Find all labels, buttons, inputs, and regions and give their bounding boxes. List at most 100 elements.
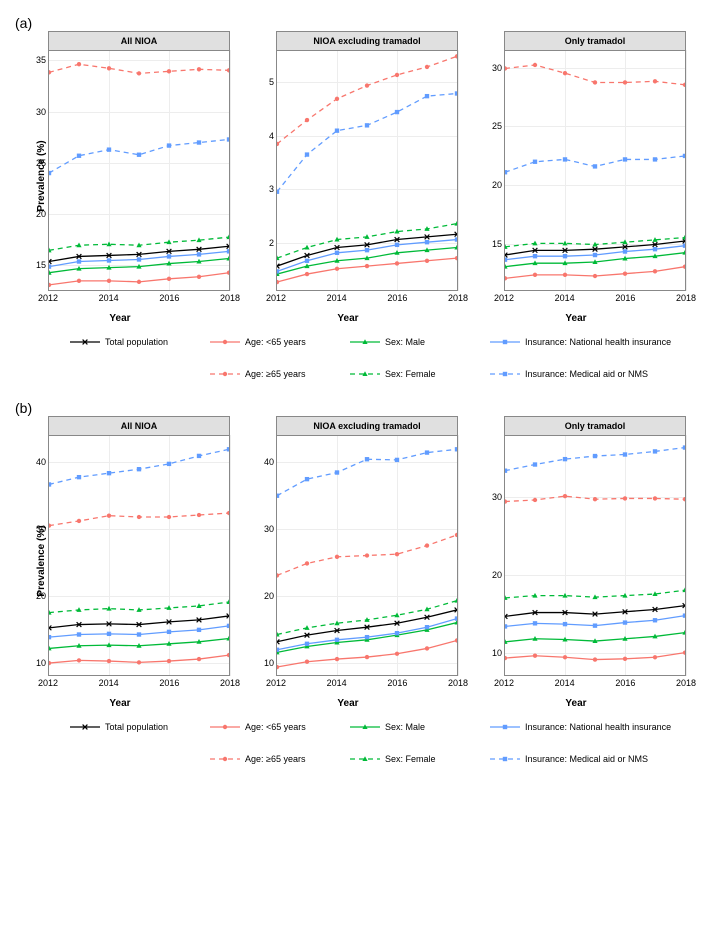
y-tick-label: 20 bbox=[264, 591, 274, 601]
x-tick-label: 2018 bbox=[448, 678, 468, 688]
legend-label: Total population bbox=[105, 722, 168, 732]
series-line-ins_medaid bbox=[277, 93, 457, 191]
panel-title: NIOA excluding tramadol bbox=[276, 416, 458, 436]
panel-title: All NIOA bbox=[48, 31, 230, 51]
legend-label: Insurance: Medical aid or NMS bbox=[525, 754, 648, 764]
x-axis-label: Year bbox=[565, 698, 586, 709]
y-tick-label: 15 bbox=[36, 260, 46, 270]
legend-item-ins_nhi: Insurance: National health insurance bbox=[490, 336, 671, 348]
legend-item-sex_female: Sex: Female bbox=[350, 753, 470, 765]
x-tick-label: 2012 bbox=[38, 678, 58, 688]
x-tick-label: 2012 bbox=[266, 293, 286, 303]
x-tick-label: 2018 bbox=[220, 678, 240, 688]
legend-item-total: Total population bbox=[70, 336, 190, 348]
series-line-age_ge65 bbox=[277, 56, 457, 144]
x-tick-label: 2014 bbox=[555, 678, 575, 688]
legend: Total population Age: <65 years Sex: Male I… bbox=[10, 326, 704, 395]
legend-label: Insurance: Medical aid or NMS bbox=[525, 369, 648, 379]
y-tick-label: 2 bbox=[269, 238, 274, 248]
chart-panel: NIOA excluding tramadol 1020304020122014… bbox=[238, 416, 458, 706]
legend-label: Total population bbox=[105, 337, 168, 347]
legend-item-ins_nhi: Insurance: National health insurance bbox=[490, 721, 671, 733]
x-tick-label: 2018 bbox=[220, 293, 240, 303]
series-line-ins_medaid bbox=[277, 449, 457, 495]
x-axis-label: Year bbox=[109, 698, 130, 709]
panel-title: Only tramadol bbox=[504, 31, 686, 51]
legend-label: Insurance: National health insurance bbox=[525, 337, 671, 347]
plot-area bbox=[504, 50, 686, 291]
subfigure-label: (a) bbox=[15, 15, 704, 31]
y-tick-label: 15 bbox=[492, 239, 502, 249]
chart-panel: NIOA excluding tramadol 2345201220142016… bbox=[238, 31, 458, 321]
legend: Total population Age: <65 years Sex: Male I… bbox=[10, 711, 704, 780]
legend-item-age_lt65: Age: <65 years bbox=[210, 336, 330, 348]
y-tick-label: 4 bbox=[269, 131, 274, 141]
chart-panel: Only tramadol 1020302012201420162018 Yea… bbox=[466, 416, 686, 706]
x-tick-label: 2018 bbox=[448, 293, 468, 303]
subfigure-label: (b) bbox=[15, 400, 704, 416]
legend-label: Sex: Male bbox=[385, 337, 425, 347]
y-tick-label: 20 bbox=[492, 180, 502, 190]
legend-item-ins_medaid: Insurance: Medical aid or NMS bbox=[490, 753, 648, 765]
panels-row: All NIOA 102030402012201420162018 Preval… bbox=[10, 416, 704, 706]
chart-panel: All NIOA 102030402012201420162018 Preval… bbox=[10, 416, 230, 706]
legend-item-sex_male: Sex: Male bbox=[350, 336, 470, 348]
y-tick-label: 30 bbox=[492, 492, 502, 502]
legend-label: Age: ≥65 years bbox=[245, 369, 305, 379]
y-tick-label: 5 bbox=[269, 77, 274, 87]
x-axis-label: Year bbox=[109, 313, 130, 324]
y-tick-label: 40 bbox=[264, 457, 274, 467]
y-axis-label: Prevalence (%) bbox=[36, 525, 47, 596]
plot-area bbox=[504, 435, 686, 676]
x-tick-label: 2016 bbox=[159, 678, 179, 688]
series-line-ins_nhi bbox=[505, 246, 685, 260]
x-tick-label: 2018 bbox=[676, 293, 696, 303]
y-tick-label: 30 bbox=[36, 107, 46, 117]
legend-item-sex_male: Sex: Male bbox=[350, 721, 470, 733]
x-tick-label: 2018 bbox=[676, 678, 696, 688]
series-line-total bbox=[49, 616, 229, 628]
y-tick-label: 40 bbox=[36, 457, 46, 467]
y-tick-label: 20 bbox=[492, 570, 502, 580]
y-tick-label: 10 bbox=[492, 648, 502, 658]
series-line-ins_medaid bbox=[505, 156, 685, 172]
x-tick-label: 2016 bbox=[615, 293, 635, 303]
plot-area bbox=[48, 435, 230, 676]
legend-label: Age: ≥65 years bbox=[245, 754, 305, 764]
legend-item-sex_female: Sex: Female bbox=[350, 368, 470, 380]
series-line-ins_nhi bbox=[277, 619, 457, 650]
legend-item-age_lt65: Age: <65 years bbox=[210, 721, 330, 733]
series-line-sex_female bbox=[277, 224, 457, 259]
figure-container: (a) All NIOA 15202530352012201420162018 … bbox=[10, 15, 704, 780]
x-tick-label: 2016 bbox=[159, 293, 179, 303]
legend-label: Insurance: National health insurance bbox=[525, 722, 671, 732]
x-tick-label: 2014 bbox=[99, 678, 119, 688]
x-tick-label: 2016 bbox=[387, 678, 407, 688]
series-line-ins_medaid bbox=[49, 449, 229, 484]
legend-label: Sex: Female bbox=[385, 754, 436, 764]
plot-area bbox=[48, 50, 230, 291]
y-tick-label: 30 bbox=[264, 524, 274, 534]
legend-item-age_ge65: Age: ≥65 years bbox=[210, 753, 330, 765]
plot-area bbox=[276, 50, 458, 291]
x-axis-label: Year bbox=[337, 313, 358, 324]
panel-title: Only tramadol bbox=[504, 416, 686, 436]
y-tick-label: 25 bbox=[492, 121, 502, 131]
series-line-ins_medaid bbox=[505, 448, 685, 471]
x-axis-label: Year bbox=[565, 313, 586, 324]
legend-label: Age: <65 years bbox=[245, 722, 306, 732]
legend-item-total: Total population bbox=[70, 721, 190, 733]
panel-title: NIOA excluding tramadol bbox=[276, 31, 458, 51]
y-tick-label: 10 bbox=[36, 658, 46, 668]
legend-item-ins_medaid: Insurance: Medical aid or NMS bbox=[490, 368, 648, 380]
y-tick-label: 3 bbox=[269, 184, 274, 194]
x-tick-label: 2014 bbox=[327, 293, 347, 303]
x-tick-label: 2012 bbox=[494, 293, 514, 303]
x-tick-label: 2014 bbox=[327, 678, 347, 688]
x-tick-label: 2012 bbox=[38, 293, 58, 303]
y-axis-label: Prevalence (%) bbox=[36, 140, 47, 211]
x-tick-label: 2012 bbox=[266, 678, 286, 688]
y-tick-label: 35 bbox=[36, 55, 46, 65]
legend-item-age_ge65: Age: ≥65 years bbox=[210, 368, 330, 380]
chart-panel: Only tramadol 152025302012201420162018 Y… bbox=[466, 31, 686, 321]
